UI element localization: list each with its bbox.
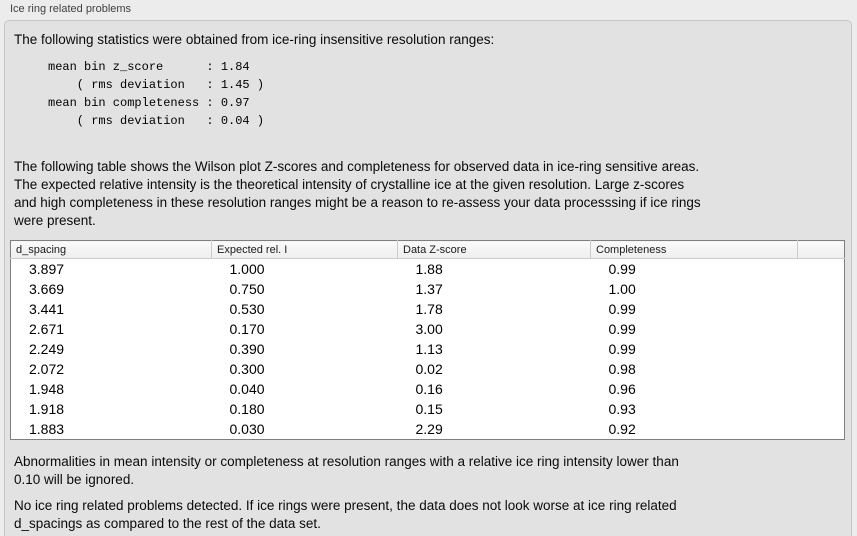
table-row[interactable]: 2.671 0.170 3.00 0.99 <box>11 319 845 339</box>
table-cell: 0.030 <box>229 421 265 437</box>
table-cell: 0.530 <box>229 301 265 317</box>
table-cell: 0.170 <box>229 321 265 337</box>
table-row[interactable]: 3.897 1.000 1.88 0.99 <box>11 259 845 280</box>
table-cell: 1.918 <box>29 401 65 417</box>
table-cell <box>798 399 845 419</box>
table-row[interactable]: 1.948 0.040 0.16 0.96 <box>11 379 845 399</box>
stats-intro-text: The following statistics were obtained f… <box>14 32 495 47</box>
table-cell: 0.92 <box>608 421 636 437</box>
table-header-row: d_spacing Expected rel. I Data Z-score Comp… <box>10 240 845 259</box>
table-cell: 2.29 <box>415 421 443 437</box>
panel-title: Ice ring related problems <box>10 3 132 15</box>
table-cell: 1.88 <box>415 261 443 277</box>
table-row[interactable]: 2.249 0.390 1.13 0.99 <box>11 339 845 359</box>
table-row[interactable]: 1.918 0.180 0.15 0.93 <box>11 399 845 419</box>
table-description-text: The following table shows the Wilson plo… <box>14 159 701 228</box>
ice-ring-table[interactable]: d_spacing Expected rel. I Data Z-score Comp… <box>10 240 845 440</box>
table-cell: 0.99 <box>608 301 636 317</box>
ice-ring-groupbox: The following statistics were obtained f… <box>4 20 852 536</box>
table-cell: 0.99 <box>608 341 636 357</box>
table-cell: 1.37 <box>415 281 443 297</box>
table-cell: 0.750 <box>229 281 265 297</box>
table-cell: 1.000 <box>229 261 265 277</box>
table-cell: 0.99 <box>608 321 636 337</box>
table-cell <box>798 259 845 280</box>
table-cell: 0.040 <box>229 381 265 397</box>
table-body: 3.897 1.000 1.88 0.99 3.669 0.750 1.37 1.00 3.44… <box>11 259 845 440</box>
table-row[interactable]: 3.441 0.530 1.78 0.99 <box>11 299 845 319</box>
threshold-note-text: Abnormalities in mean intensity or compl… <box>14 454 679 487</box>
table-row[interactable]: 2.072 0.300 0.02 0.98 <box>11 359 845 379</box>
table-cell: 2.249 <box>29 341 65 357</box>
table-cell: 0.99 <box>608 261 636 277</box>
table-cell: 0.02 <box>415 361 443 377</box>
table-cell: 0.16 <box>415 381 443 397</box>
table-cell: 0.15 <box>415 401 443 417</box>
table-cell: 0.98 <box>608 361 636 377</box>
table-cell: 0.93 <box>608 401 636 417</box>
table-cell: 1.00 <box>608 281 636 297</box>
table-cell <box>798 339 845 359</box>
table-cell: 0.180 <box>229 401 265 417</box>
table-cell: 0.390 <box>229 341 265 357</box>
column-header-data-z-score[interactable]: Data Z-score <box>397 240 591 259</box>
table-cell: 3.00 <box>415 321 443 337</box>
table-row[interactable]: 1.883 0.030 2.29 0.92 <box>11 419 845 440</box>
table-cell <box>798 359 845 379</box>
table-cell: 1.883 <box>29 421 65 437</box>
table-cell <box>798 279 845 299</box>
table-cell: 3.897 <box>29 261 65 277</box>
conclusion-text: No ice ring related problems detected. I… <box>14 498 677 531</box>
table-cell <box>798 379 845 399</box>
table-cell: 0.300 <box>229 361 265 377</box>
table-cell: 2.072 <box>29 361 65 377</box>
table-cell: 1.13 <box>415 341 443 357</box>
column-header-expected-rel-i[interactable]: Expected rel. I <box>211 240 398 259</box>
column-header-completeness[interactable]: Completeness <box>590 240 798 259</box>
table-cell: 3.441 <box>29 301 65 317</box>
column-header-blank[interactable] <box>797 240 845 259</box>
table-cell: 2.671 <box>29 321 65 337</box>
table-cell <box>798 319 845 339</box>
table-cell <box>798 299 845 319</box>
column-header-d-spacing[interactable]: d_spacing <box>10 240 212 259</box>
table-row[interactable]: 3.669 0.750 1.37 1.00 <box>11 279 845 299</box>
table-cell: 1.948 <box>29 381 65 397</box>
stats-summary-block: mean bin z_score : 1.84 ( rms deviation … <box>48 60 265 128</box>
table-cell: 1.78 <box>415 301 443 317</box>
table-cell: 0.96 <box>608 381 636 397</box>
table-cell: 3.669 <box>29 281 65 297</box>
table-cell <box>798 419 845 440</box>
